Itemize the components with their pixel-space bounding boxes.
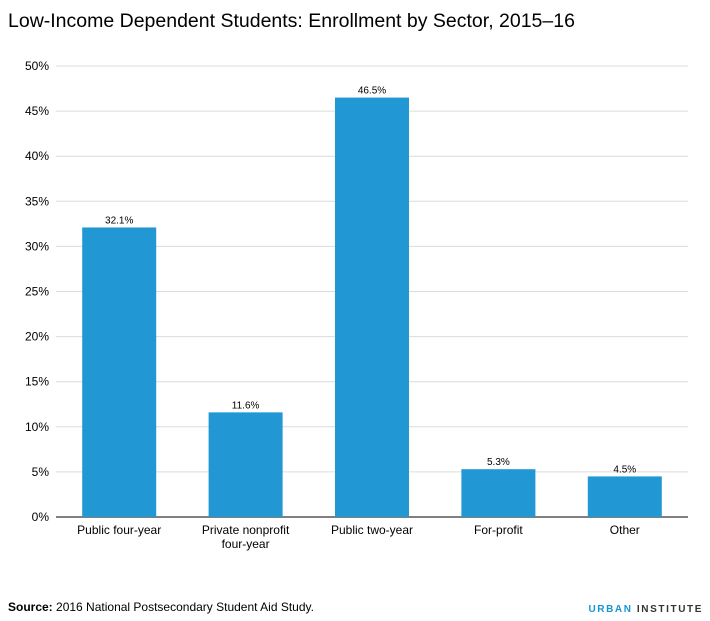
x-tick-label: Other [610, 523, 640, 537]
bar [335, 97, 409, 517]
y-tick-label: 5% [32, 465, 50, 479]
y-tick-label: 20% [25, 330, 49, 344]
bar [461, 469, 536, 517]
data-label: 5.3% [487, 457, 510, 468]
x-tick-label: For-profit [474, 523, 523, 537]
source-note: Source: 2016 National Postsecondary Stud… [8, 600, 314, 614]
brand-accent: URBAN [588, 604, 633, 615]
brand-rest: INSTITUTE [632, 604, 703, 615]
bar [208, 412, 283, 517]
x-tick-label: Public two-year [331, 523, 413, 537]
x-tick-label: Private nonprofit [202, 523, 290, 537]
y-tick-label: 10% [25, 420, 49, 434]
y-tick-label: 15% [25, 375, 49, 389]
x-tick-label: Public four-year [77, 523, 161, 537]
data-label: 46.5% [358, 86, 386, 97]
x-tick-label: four-year [222, 537, 270, 551]
bar-chart: 0% 5% 10% 15% 20% 25% 30% 35% 40% 45% 50% 32.1% Publ… [25, 59, 688, 551]
data-label: 4.5% [613, 464, 636, 475]
y-tick-label: 50% [25, 59, 49, 73]
bar [82, 227, 157, 517]
source-label: Source: [8, 600, 53, 614]
y-tick-label: 0% [32, 510, 50, 524]
y-tick-label: 45% [25, 104, 49, 118]
y-tick-label: 25% [25, 285, 49, 299]
chart-title: Low-Income Dependent Students: Enrollmen… [8, 10, 575, 32]
y-tick-label: 30% [25, 239, 49, 253]
data-label: 11.6% [232, 400, 260, 411]
y-tick-label: 35% [25, 194, 49, 208]
urban-institute-logo: URBAN INSTITUTE [588, 604, 703, 615]
bar [587, 476, 662, 517]
data-label: 32.1% [105, 215, 133, 226]
y-tick-label: 40% [25, 149, 49, 163]
source-text: 2016 National Postsecondary Student Aid … [52, 600, 314, 614]
